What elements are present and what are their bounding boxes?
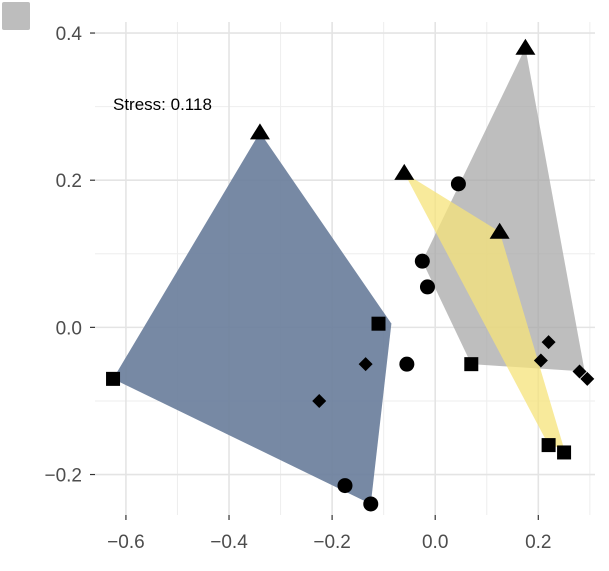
circle-point	[419, 279, 435, 295]
circle-point	[414, 253, 430, 269]
square-point	[464, 357, 479, 372]
x-axis-ticks: −0.6 −0.4 −0.2 0.0 0.2	[107, 515, 552, 553]
legend-swatch	[2, 2, 30, 30]
y-tick-label: −0.2	[44, 466, 82, 487]
circle-point	[363, 496, 379, 512]
x-tick-label: −0.4	[210, 532, 248, 553]
hull-polygon-3	[404, 172, 565, 449]
x-tick-label: 0.2	[525, 532, 551, 553]
stress-annotation: Stress: 0.118	[113, 95, 212, 114]
diamond-point	[541, 335, 556, 350]
square-point	[371, 316, 386, 331]
triangle-point	[515, 38, 536, 55]
diamond-point	[580, 371, 595, 386]
data-points	[106, 38, 595, 512]
y-axis-ticks: −0.2 0.0 0.2 0.4	[44, 24, 95, 487]
x-tick-label: −0.2	[313, 532, 351, 553]
square-point	[541, 438, 556, 453]
y-tick-label: 0.4	[56, 24, 83, 45]
triangle-point	[249, 123, 270, 140]
diamond-point	[533, 353, 548, 368]
circle-point	[399, 356, 415, 372]
hull-polygon-1	[113, 132, 392, 504]
y-tick-label: 0.0	[56, 318, 82, 339]
y-tick-label: 0.2	[56, 171, 82, 192]
circle-point	[337, 478, 353, 494]
triangle-point	[489, 222, 510, 239]
diamond-point	[312, 393, 327, 408]
x-tick-label: 0.0	[422, 532, 448, 553]
diamond-point	[358, 357, 373, 372]
diamond-point	[572, 364, 587, 379]
hull-polygon-2	[422, 47, 585, 372]
triangle-point	[394, 163, 415, 180]
square-point	[557, 445, 572, 460]
hull-polygons	[113, 47, 585, 504]
x-tick-label: −0.6	[107, 532, 145, 553]
square-point	[106, 371, 121, 386]
circle-point	[450, 176, 466, 192]
